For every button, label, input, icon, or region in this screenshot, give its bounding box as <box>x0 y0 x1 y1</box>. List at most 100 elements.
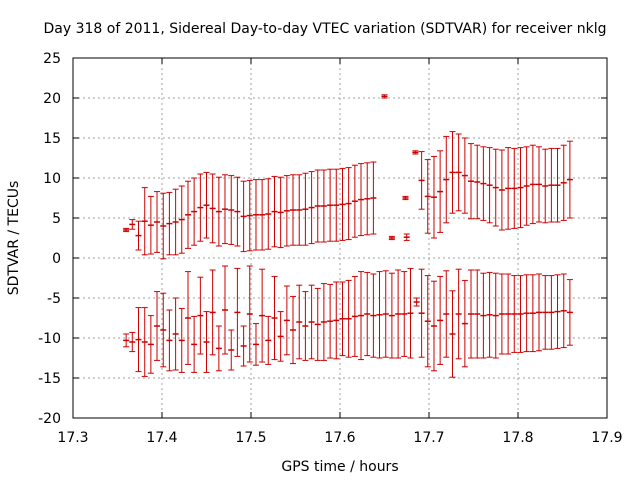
data-point <box>542 148 549 224</box>
data-point <box>339 167 346 241</box>
data-point <box>443 135 450 224</box>
data-series <box>123 94 573 378</box>
data-point <box>498 273 505 355</box>
data-point <box>566 279 573 346</box>
data-point <box>160 192 167 260</box>
y-tick-labels: -20 -15 -10 -5 0 5 10 15 20 25 <box>38 51 61 427</box>
data-point <box>228 329 235 371</box>
data-point <box>160 292 167 368</box>
plot-frame <box>72 57 608 419</box>
data-point <box>498 149 505 231</box>
data-point <box>320 283 327 361</box>
data-point <box>327 283 334 359</box>
data-point <box>135 307 142 373</box>
data-point <box>480 272 487 359</box>
data-point <box>154 191 161 253</box>
data-point <box>364 162 371 236</box>
data-point <box>339 281 346 357</box>
data-point <box>376 271 383 359</box>
data-point <box>197 173 204 242</box>
data-point <box>554 274 561 349</box>
data-point <box>302 172 309 246</box>
data-point <box>154 291 161 361</box>
y-tick-label: -10 <box>38 331 61 347</box>
data-point <box>492 148 499 227</box>
data-point <box>517 275 524 353</box>
data-point <box>523 274 530 353</box>
data-point <box>511 147 518 229</box>
x-tick-label: 17.6 <box>324 430 355 446</box>
data-point <box>403 233 410 241</box>
data-point <box>302 291 309 361</box>
x-tick-label: 17.7 <box>413 430 444 446</box>
data-point <box>548 147 555 223</box>
data-point <box>271 175 278 248</box>
data-point <box>141 307 148 377</box>
data-point <box>228 175 235 245</box>
data-point <box>358 271 365 361</box>
data-point <box>123 333 130 348</box>
data-point <box>296 174 303 246</box>
data-point <box>265 178 272 250</box>
data-point <box>222 174 229 245</box>
data-point <box>536 273 543 352</box>
data-point <box>234 176 241 247</box>
data-point <box>529 144 536 225</box>
data-point <box>166 309 173 372</box>
data-point <box>203 171 210 239</box>
data-point <box>430 280 437 372</box>
data-point <box>209 269 216 356</box>
data-point <box>252 323 259 366</box>
data-point <box>129 219 136 230</box>
data-point <box>554 147 561 223</box>
data-point <box>215 176 222 247</box>
y-axis-label: SDTVAR / TECUs <box>6 181 22 296</box>
x-tick-label: 17.3 <box>57 430 88 446</box>
data-point <box>505 273 512 355</box>
data-point <box>418 268 425 358</box>
data-point <box>486 271 493 358</box>
data-point <box>474 269 481 359</box>
data-point <box>290 295 297 365</box>
data-point <box>461 279 468 368</box>
data-point <box>351 275 358 357</box>
data-point <box>492 272 499 359</box>
data-point <box>474 144 481 220</box>
data-point <box>388 272 395 359</box>
data-point <box>566 140 573 219</box>
data-point <box>283 285 290 356</box>
data-point <box>505 147 512 230</box>
data-point <box>449 290 456 378</box>
data-point <box>443 270 450 358</box>
data-point <box>560 273 567 349</box>
data-point <box>382 270 389 358</box>
data-point <box>308 284 315 360</box>
data-point <box>413 297 420 307</box>
data-point <box>327 168 334 242</box>
data-point <box>172 297 179 371</box>
x-axis-label: GPS time / hours <box>281 459 398 475</box>
y-tick-label: -5 <box>47 291 61 307</box>
data-point <box>234 267 241 357</box>
data-point <box>166 191 173 256</box>
data-point <box>222 265 229 355</box>
data-point <box>370 161 377 235</box>
data-point <box>277 311 284 362</box>
x-tick-label: 17.9 <box>591 430 622 446</box>
data-point <box>283 175 290 247</box>
data-point <box>468 269 475 359</box>
data-point <box>395 269 402 359</box>
data-point <box>407 267 414 359</box>
data-point <box>455 268 462 360</box>
data-point <box>135 220 142 251</box>
data-point <box>381 94 388 99</box>
data-point <box>147 315 154 374</box>
data-point <box>412 150 419 155</box>
data-point <box>542 275 549 350</box>
data-point <box>308 171 315 245</box>
data-point <box>191 177 198 246</box>
data-point <box>536 146 543 223</box>
x-tick-label: 17.8 <box>502 430 533 446</box>
data-point <box>191 315 198 373</box>
